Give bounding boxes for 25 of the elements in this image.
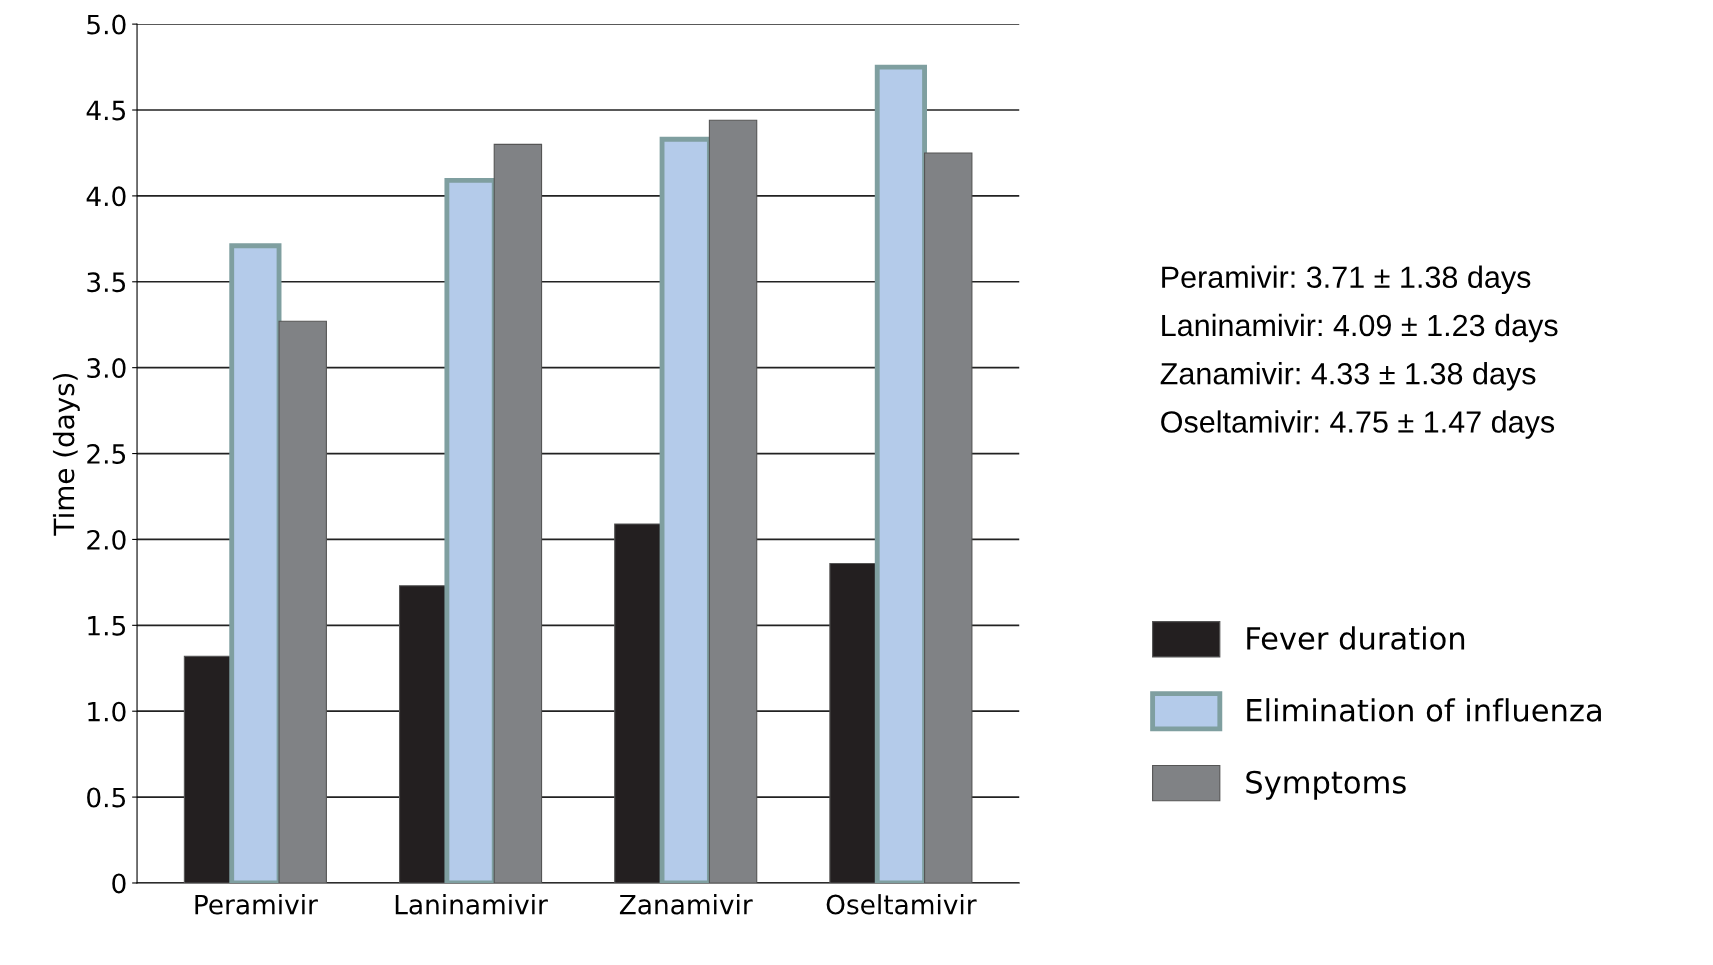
bar	[493, 143, 543, 883]
y-tick-label: 0	[112, 873, 126, 894]
x-tick-label: Peramivir	[195, 894, 318, 915]
y-tick-label: 3.5	[87, 272, 126, 293]
y-tick-label: 4.5	[86, 100, 126, 121]
y-tick-label: 5.0	[87, 14, 126, 35]
y-tick-label: 4.0	[86, 186, 126, 207]
x-tick-label: Zanamivir	[619, 894, 753, 915]
y-tick-label: 3.0	[87, 358, 126, 379]
text: Laninamivir: 4.09 ± 1.23 days	[1162, 313, 1558, 343]
text: Peramivir: 3.71 ± 1.38 days	[1162, 265, 1531, 295]
y-axis-title: Time (days)	[52, 373, 80, 536]
text: Oseltamivir: 4.75 ± 1.47 days	[1161, 410, 1555, 439]
y-tick-label: 1.0	[88, 701, 126, 722]
legend-label: Elimination of influenza	[1247, 698, 1601, 722]
y-tick-label: 1.5	[88, 616, 126, 636]
y-tick-label: 2.5	[87, 443, 126, 464]
y-tick-label: 0.5	[87, 787, 126, 808]
legend-label: Fever duration	[1247, 626, 1465, 650]
x-tick-label: Laninamivir	[395, 894, 548, 915]
text: Zanamivir: 4.33 ± 1.38 days	[1160, 362, 1536, 391]
bar	[278, 320, 327, 883]
legend-label: Symptoms	[1246, 770, 1406, 800]
y-tick-label: 2.0	[87, 529, 126, 550]
x-tick-label: Oseltamivir	[826, 894, 977, 915]
